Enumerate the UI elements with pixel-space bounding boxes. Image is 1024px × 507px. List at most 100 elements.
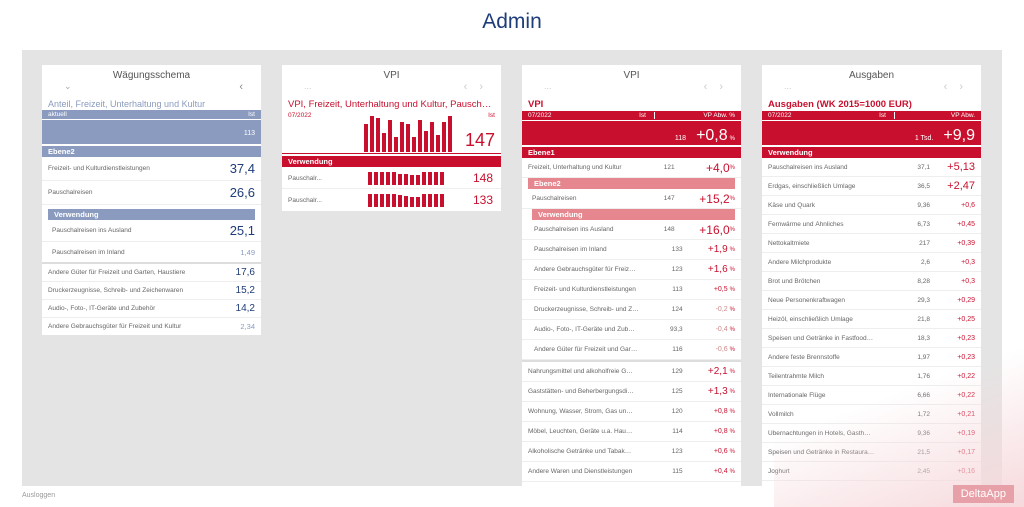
chevron-right-icon[interactable]: › [719,81,735,93]
table-row[interactable]: Andere Waren und Dienstleistungen 115 +0,4… [522,462,741,482]
date-label: 07/2022 [288,112,312,119]
table-row[interactable]: Fernwärme und Ähnliches 6,73 +0,45 [762,215,981,234]
table-row[interactable]: Nettokaltmiete 217 +0,39 [762,234,981,253]
deviation-value: +0,8 [696,127,728,144]
chart-bar [418,119,422,152]
chart-bar [388,119,392,152]
chevron-left-icon[interactable]: ‹ [239,81,255,93]
table-row[interactable]: Heizöl, einschließlich Umlage 21,8 +0,25 [762,310,981,329]
table-row[interactable]: Erdgas, einschließlich Umlage 36,5 +2,47 [762,177,981,196]
chevron-right-icon[interactable]: › [479,81,495,93]
header-ist: Ist [248,111,255,118]
table-row[interactable]: Möbel, Leuchten, Geräte u.a. Hau… 114 +0,8… [522,422,741,442]
chart-bar [380,194,384,207]
table-row[interactable]: Käse und Quark 9,36 +0,6 [762,196,981,215]
sparkline-chart [364,114,452,152]
chart-bar [368,194,372,207]
table-row[interactable]: Pauschalr... 148 [282,167,501,189]
chart-bar [364,123,368,152]
chart-bar [406,123,410,152]
chart-bar [398,195,402,207]
table-row[interactable]: Freizeit- und Kulturdienstleistungen 113 +… [522,280,741,300]
table-row[interactable]: Pauschalreisen ins Ausland 37,1 +5,13 [762,158,981,177]
band-ebene1: Ebene1 [522,147,741,158]
band-verwendung: Verwendung [762,147,981,158]
table-row[interactable]: Andere Milchprodukte 2,6 +0,3 [762,253,981,272]
table-row[interactable]: Pauschalreisen ins Ausland 148 +16,0% [522,220,741,240]
card-subtitle: VPI, Freizeit, Unterhaltung und Kultur, … [288,99,501,110]
chart-bar [422,194,426,207]
chart-bar [422,172,426,185]
table-row[interactable]: Audio-, Foto-, IT-Geräte und Zub… 93,3 -0,… [522,320,741,340]
chevron-left-icon[interactable]: ‹ [463,81,480,93]
card-title: Wägungsschema [112,70,191,81]
chart-bar [374,193,378,207]
total-value: 147 [464,130,495,150]
band-ebene2: Ebene2 [528,178,735,189]
dots-icon[interactable]: ... [544,81,552,91]
chevron-left-icon[interactable]: ‹ [943,81,960,93]
table-row[interactable]: Wohnung, Wasser, Strom, Gas un… 120 +0,8% [522,402,741,422]
table-row[interactable]: Andere Güter für Freizeit und Garten, Ha… [42,264,261,282]
card-subtitle: Ausgaben (WK 2015=1000 EUR) [768,99,912,110]
table-row[interactable]: Druckerzeugnisse, Schreib- und Z… 124 -0,2… [522,300,741,320]
chart-bar [434,194,438,207]
dots-icon[interactable]: ... [784,81,792,91]
table-row[interactable]: Neue Personenkraftwagen 29,3 +0,29 [762,291,981,310]
ist-value: 1 Tsd. [914,135,934,142]
chart-bar [392,194,396,207]
chart-bar [376,117,380,152]
band-verwendung: Verwendung [48,209,255,220]
page-title: Admin [482,10,542,33]
dots-icon[interactable]: ... [304,81,312,91]
table-row[interactable]: Andere Gebrauchsgüter für Freiz… 123 +1,6% [522,260,741,280]
table-row[interactable]: Nahrungsmittel und alkoholfreie G… 129 +2,… [522,362,741,382]
table-row[interactable]: Gaststätten- und Beherbergungsdi… 125 +1,3… [522,382,741,402]
table-row[interactable]: Pauschalreisen ins Ausland 25,1 [42,220,261,242]
chart-bar [448,115,452,152]
chart-bar [440,193,444,207]
sparkline-chart [368,193,444,207]
card-title: VPI [623,70,640,81]
header-band: 07/2022 Ist VP Abw. % 118 +0,8 % [522,111,741,145]
table-row[interactable]: Pauschalr... 133 [288,193,493,207]
chevron-left-icon[interactable]: ‹ [703,81,720,93]
table-row[interactable]: Brot und Brötchen 8,28 +0,3 [762,272,981,291]
deviation-value: +9,9 [943,127,975,144]
chevron-right-icon[interactable]: › [959,81,975,93]
table-row[interactable]: Pauschalreisen 26,6 [42,181,261,205]
logout-link[interactable]: Ausloggen [22,492,56,499]
chart-bar [410,175,414,185]
table-row[interactable]: Andere Gebrauchsgüter für Freizeit und K… [42,318,261,335]
ist-value: 118 [674,135,687,142]
chart-bar [440,171,444,185]
table-row[interactable]: Pauschalreisen im Inland 133 +1,9% [522,240,741,260]
chevron-down-icon[interactable]: ⌄ [64,81,72,91]
ist-label: Ist [488,112,495,119]
table-row[interactable]: Andere Güter für Freizeit und Gar… 116 -0,… [522,340,741,360]
table-row[interactable]: Freizeit, Unterhaltung und Kultur 121 +4,0… [522,158,741,178]
decorative-gradient [774,330,1024,507]
table-row[interactable]: Alkoholische Getränke und Tabak… 123 +0,6% [522,442,741,462]
header-band: 07/2022 Ist VP Abw. 1 Tsd. +9,9 [762,111,981,145]
chart-bar [380,172,384,185]
chart-bar [386,172,390,185]
chart-bar [436,134,440,152]
chart-bar [398,173,402,185]
table-row[interactable]: Freizeit- und Kulturdienstleistungen 37,4 [42,157,261,181]
table-row[interactable]: Druckerzeugnisse, Schreib- und Zeichenwa… [42,282,261,300]
table-row[interactable]: Pauschalreisen 147 +15,2% [522,189,741,209]
chart-bar [368,172,372,185]
vpi-table-card: VPI ... ‹› VPI 07/2022 Ist VP Abw. % 118… [522,65,741,486]
table-row[interactable]: Gesundheit108+0,4% [522,482,741,486]
chart-bar [392,172,396,185]
table-row[interactable]: Pauschalreisen im Inland 1,49 [42,242,261,264]
chart-bar [382,133,386,152]
card-subtitle: VPI [528,99,544,110]
chart-bar [416,175,420,185]
table-row[interactable]: Audio-, Foto-, IT-Geräte und Zubehör 14,2 [42,300,261,318]
chart-bar [374,171,378,185]
band-verwendung: Verwendung [532,209,735,220]
header-label: aktuell [48,111,67,118]
card-subtitle: Anteil, Freizeit, Unterhaltung und Kultu… [48,99,206,109]
